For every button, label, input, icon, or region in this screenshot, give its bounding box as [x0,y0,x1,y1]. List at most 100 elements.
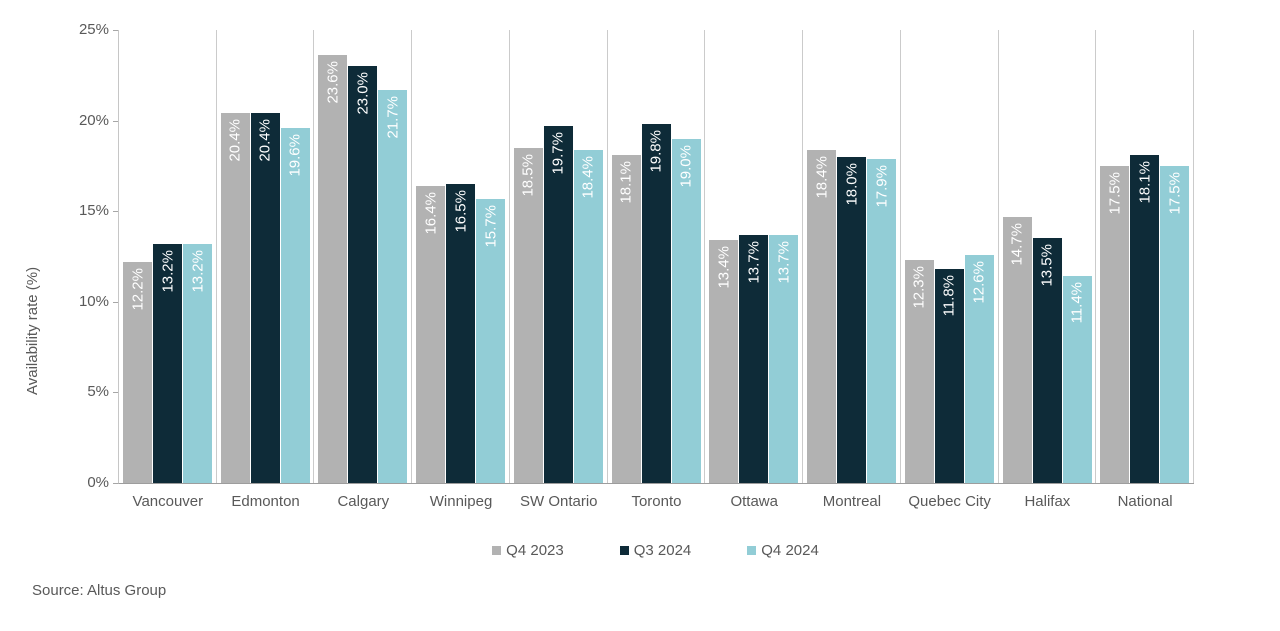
y-axis-tick-label: 10% [78,293,109,310]
bar: 13.2% [183,244,212,483]
y-axis-tick [113,30,118,31]
bar: 18.4% [573,150,603,483]
bar: 18.5% [513,148,543,483]
y-axis-title: Availability rate (%) [24,266,41,395]
bar: 12.6% [964,255,994,483]
legend-swatch [747,546,757,555]
legend-item: Q4 2023 [492,542,564,559]
bar-value-label: 13.5% [1038,244,1056,287]
bar-value-label: 19.0% [677,145,695,188]
x-axis-label: Halifax [1024,493,1071,510]
bar-value-label: 18.4% [813,156,831,199]
bar-value-label: 13.7% [775,241,793,284]
x-axis-label: Quebec City [908,493,991,510]
bar: 14.7% [1002,217,1032,483]
bar: 13.7% [769,235,799,483]
bar: 19.8% [641,124,671,483]
bar: 13.2% [153,244,182,483]
bar-value-label: 13.4% [715,246,733,289]
y-axis-tick-label: 5% [87,383,109,400]
bar: 17.5% [1160,166,1190,483]
bar-value-label: 20.4% [226,119,244,162]
bar: 18.1% [1130,155,1160,483]
x-axis-label: Vancouver [132,493,204,510]
bar-value-label: 18.0% [843,163,861,206]
bar: 18.0% [837,157,867,483]
bar-value-label: 19.6% [286,134,304,177]
bar-value-label: 19.7% [549,132,567,175]
bar-value-label: 15.7% [482,205,500,248]
bar-value-label: 23.0% [354,72,372,115]
y-axis-tick-label: 25% [78,21,109,38]
category-separator-line [216,30,217,483]
bar-value-label: 13.2% [189,250,206,293]
y-axis-tick [113,392,118,393]
category-group: 12.3% 11.8% 12.6% [901,30,999,483]
legend-label: Q4 2024 [761,542,819,559]
category-group: 12.2% 13.2% 13.2% [119,30,217,483]
category-group: 13.4% 13.7% 13.7% [705,30,803,483]
bar: 20.4% [250,113,280,483]
category-separator-line [607,30,608,483]
bar-value-label: 17.9% [873,165,891,208]
x-axis-label: Ottawa [730,493,778,510]
bar: 13.5% [1032,238,1062,483]
category-group: 18.4% 18.0% 17.9% [803,30,901,483]
category-group: 14.7% 13.5% 11.4% [999,30,1097,483]
category-separator-line [704,30,705,483]
plot-area: 0% 5% 10% 15% 20% 25% 12.2% 13.2% 13.2% Vancouver… [79,21,1194,510]
bar-value-label: 21.7% [384,96,402,139]
bar: 12.3% [904,260,934,483]
bar-value-label: 20.4% [256,119,274,162]
bar-value-label: 19.8% [647,130,665,173]
category-separator-line [900,30,901,483]
y-axis-tick-label: 20% [78,112,109,129]
bar: 13.7% [739,235,769,483]
bar-value-label: 16.4% [422,192,440,235]
bar-value-label: 14.7% [1008,223,1026,266]
legend-swatch [619,546,629,555]
bar: 18.4% [807,150,837,483]
bar-value-label: 16.5% [452,190,470,233]
category-group: 18.5% 19.7% 18.4% [510,30,608,483]
category-group: 17.5% 18.1% 17.5% [1096,30,1194,483]
category-separator-line [1193,30,1194,483]
bar: 17.5% [1100,166,1130,483]
bar-value-label: 13.2% [159,250,176,293]
bar-value-label: 17.5% [1106,172,1124,215]
category-separator-line [802,30,803,483]
x-axis-label: Edmonton [231,493,300,510]
x-axis-label: Toronto [631,493,682,510]
category-separator-line [998,30,999,483]
x-axis-label: SW Ontario [520,493,598,510]
category-separator-line [1095,30,1096,483]
bar-value-label: 12.6% [970,261,988,304]
legend: Q4 2023 Q3 2024 Q4 2024 [118,542,1193,559]
bar: 16.5% [446,184,476,483]
category-group: 18.1% 19.8% 19.0% [608,30,706,483]
x-axis-label: Calgary [337,493,390,510]
bar: 19.6% [280,128,310,483]
bar: 12.2% [123,262,152,483]
legend-label: Q4 2023 [506,542,564,559]
bar: 21.7% [378,90,408,483]
bar-value-label: 12.2% [129,268,146,311]
bar-value-label: 18.1% [617,161,635,204]
y-axis-tick [113,483,118,484]
bar-value-label: 13.7% [745,241,763,284]
x-axis-label: Winnipeg [429,493,493,510]
bar: 23.0% [348,66,378,483]
bar-value-label: 11.4% [1068,282,1086,324]
bar: 15.7% [476,199,506,483]
legend-swatch [492,546,502,555]
legend-item: Q3 2024 [619,542,691,559]
y-axis-tick [113,302,118,303]
bar-value-label: 11.8% [940,275,958,317]
y-axis-tick-label: 15% [78,202,109,219]
x-axis-label: Montreal [822,493,882,510]
bar: 18.1% [611,155,641,483]
y-axis-tick [113,121,118,122]
category-group: 20.4% 20.4% 19.6% [217,30,315,483]
bar: 17.9% [867,159,897,483]
